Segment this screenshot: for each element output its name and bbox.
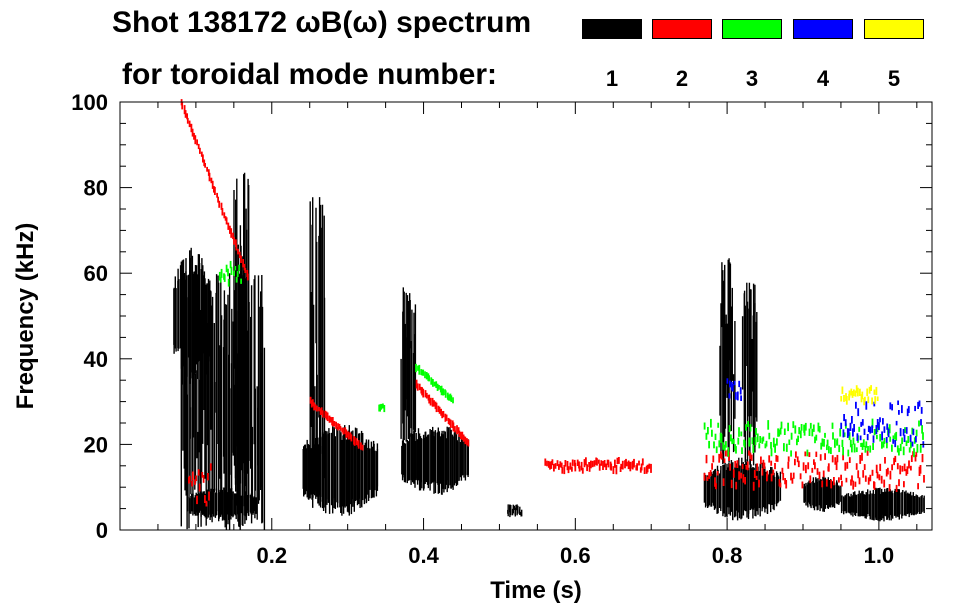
y-axis-label: Frequency (kHz) <box>12 223 39 410</box>
feature-n3-band-0.9 <box>703 418 924 458</box>
chart-title: Shot 138172 ωB(ω) spectrum <box>112 6 532 39</box>
x-tick-label: 0.8 <box>712 543 743 568</box>
feature-n4-dots-0.80 <box>726 378 742 401</box>
y-tick-label: 40 <box>84 347 108 372</box>
x-tick-label: 0.2 <box>256 543 287 568</box>
feature-n3-dot-0.34 <box>378 403 386 413</box>
feature-n2-dots-0.6 <box>544 457 652 475</box>
feature-n4-dots-0.96 <box>840 400 925 448</box>
feature-n1-low-0.10 <box>188 487 257 521</box>
feature-n1-streak-0.80 <box>719 258 736 464</box>
chart-subtitle: for toroidal mode number: <box>122 58 497 91</box>
feature-n1-blob-0.82 <box>703 457 782 521</box>
legend-swatch-mode-1 <box>582 19 642 39</box>
x-axis-label: Time (s) <box>490 577 582 604</box>
feature-n5-dots-0.98 <box>840 385 879 406</box>
feature-n1-dot-0.52 <box>507 504 523 518</box>
feature-n1-streak-0.38 <box>400 287 417 444</box>
y-tick-label: 100 <box>71 90 108 115</box>
feature-n1-tail-1.0 <box>840 487 925 522</box>
legend-label-mode-5: 5 <box>887 66 901 91</box>
feature-n2-chirp-0.42 <box>415 379 470 447</box>
legend-swatch-mode-2 <box>652 19 712 39</box>
feature-n2-low-0.10 <box>187 463 212 507</box>
feature-n3-chirp-0.42 <box>415 363 454 404</box>
legend-label-mode-2: 2 <box>675 66 689 91</box>
legend-swatch-mode-3 <box>722 19 782 39</box>
feature-n1-streak-0.26 <box>309 197 326 508</box>
x-tick-label: 1.0 <box>864 543 895 568</box>
feature-n1-streak-0.83 <box>741 282 758 466</box>
y-tick-label: 0 <box>96 518 108 543</box>
feature-n1-blob-0.42 <box>401 426 469 495</box>
x-tick-label: 0.6 <box>560 543 591 568</box>
x-tick-label: 0.4 <box>408 543 439 568</box>
feature-n2-chirp-0.27 <box>309 396 364 451</box>
legend-swatch-mode-4 <box>793 19 853 39</box>
y-tick-label: 20 <box>84 432 108 457</box>
legend-swatch-mode-5 <box>864 19 924 39</box>
y-tick-label: 80 <box>84 176 108 201</box>
legend-label-mode-3: 3 <box>745 66 759 91</box>
feature-n2-chirp-0.10 <box>180 99 249 281</box>
feature-n3-dots-0.14 <box>218 260 243 287</box>
legend-label-mode-1: 1 <box>605 66 619 91</box>
y-tick-label: 60 <box>84 261 108 286</box>
legend-label-mode-4: 4 <box>816 66 830 91</box>
feature-n2-band-0.9 <box>703 449 925 492</box>
